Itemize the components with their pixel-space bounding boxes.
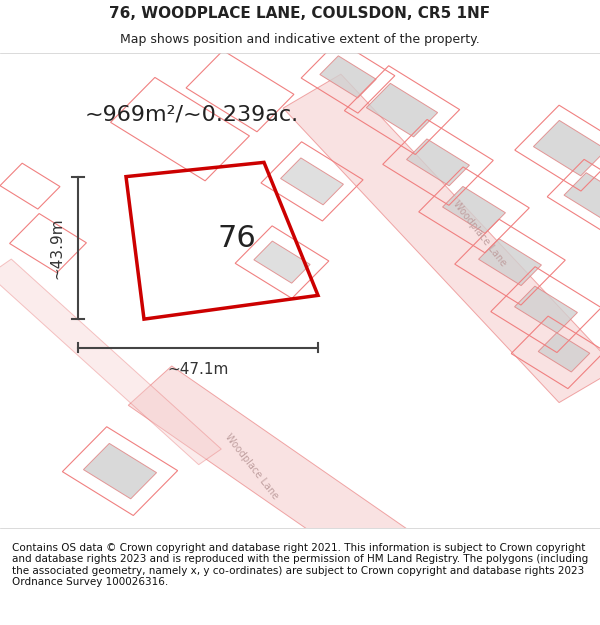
- Polygon shape: [515, 286, 577, 333]
- Polygon shape: [320, 56, 376, 98]
- Polygon shape: [83, 443, 157, 499]
- Polygon shape: [254, 241, 310, 283]
- Text: ~47.1m: ~47.1m: [167, 361, 229, 376]
- Polygon shape: [443, 186, 505, 233]
- Text: ~969m²/~0.239ac.: ~969m²/~0.239ac.: [85, 105, 299, 125]
- Text: ~43.9m: ~43.9m: [49, 217, 65, 279]
- Polygon shape: [281, 158, 343, 205]
- Polygon shape: [407, 139, 469, 186]
- Polygon shape: [128, 366, 412, 571]
- Text: Woodplace Lane: Woodplace Lane: [451, 199, 509, 268]
- Text: 76: 76: [218, 224, 256, 253]
- Polygon shape: [0, 259, 221, 465]
- Polygon shape: [367, 83, 437, 137]
- Text: Contains OS data © Crown copyright and database right 2021. This information is : Contains OS data © Crown copyright and d…: [12, 542, 588, 588]
- Polygon shape: [533, 121, 600, 176]
- Polygon shape: [479, 239, 541, 286]
- Polygon shape: [283, 74, 600, 402]
- Polygon shape: [564, 173, 600, 219]
- Text: Map shows position and indicative extent of the property.: Map shows position and indicative extent…: [120, 33, 480, 46]
- Text: Woodplace Lane: Woodplace Lane: [223, 432, 281, 501]
- Polygon shape: [538, 332, 590, 372]
- Text: 76, WOODPLACE LANE, COULSDON, CR5 1NF: 76, WOODPLACE LANE, COULSDON, CR5 1NF: [109, 6, 491, 21]
